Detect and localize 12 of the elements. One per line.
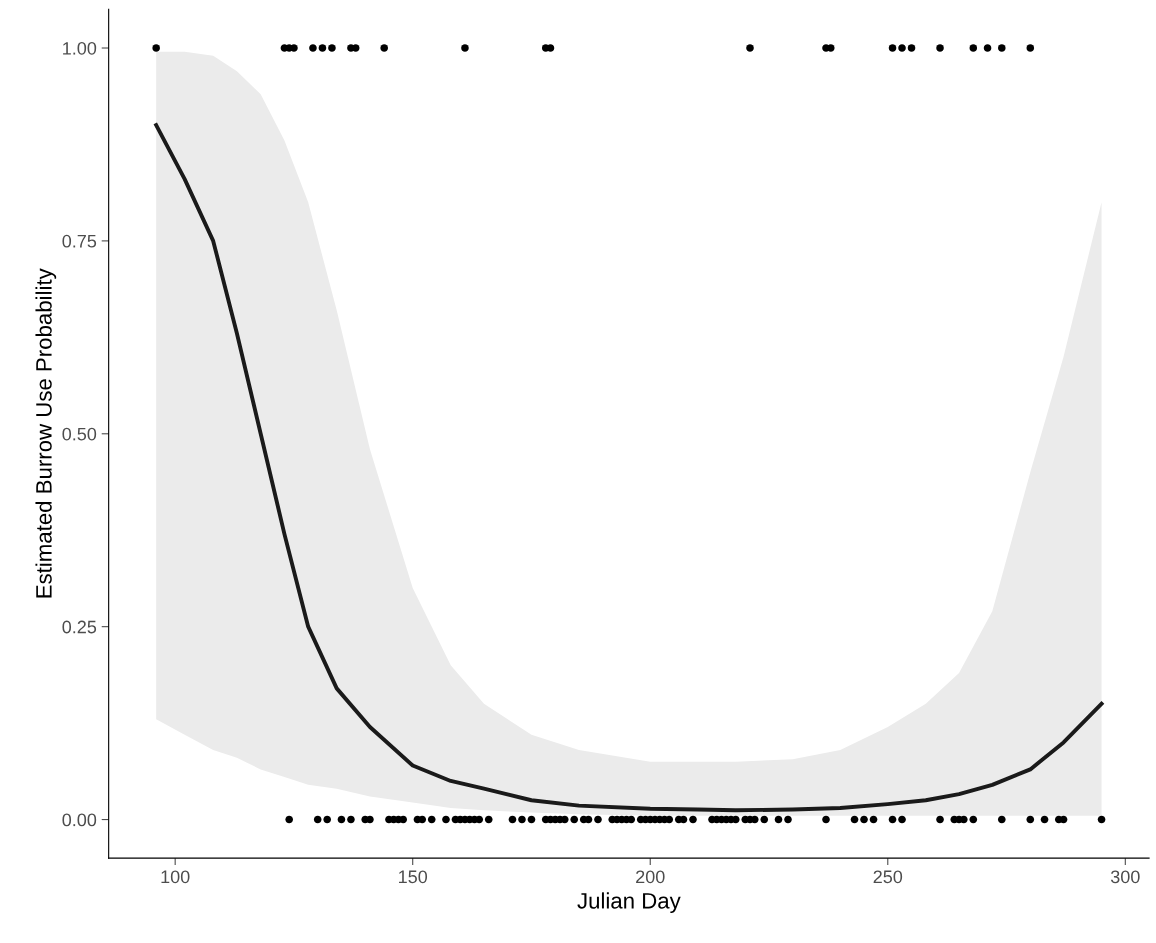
y-tick-label: 1.00 [63, 41, 97, 55]
y-tick-label: 0.25 [62, 620, 97, 634]
y-tick-label: 0.50 [62, 427, 97, 441]
x-tick-label: 150 [399, 870, 428, 884]
x-tick-label: 100 [161, 870, 190, 884]
y-tick-label: 0.00 [62, 813, 97, 827]
x-tick-label: 300 [1110, 870, 1140, 884]
x-axis-title: Julian Day [577, 892, 681, 914]
y-tick-label: 0.75 [62, 234, 97, 248]
x-tick-label: 200 [636, 870, 665, 884]
x-tick-label: 250 [873, 870, 903, 884]
y-axis-title: Estimated Burrow Use Probability [35, 268, 57, 598]
